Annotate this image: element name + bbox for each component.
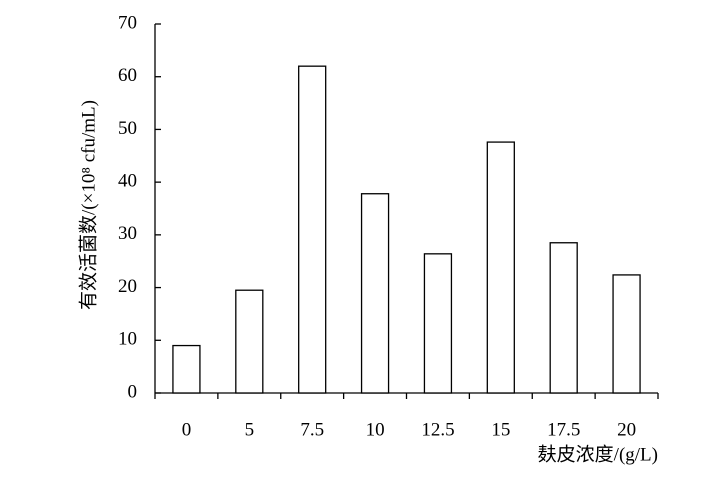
x-tick-label: 20 <box>617 419 636 440</box>
x-tick-label: 7.5 <box>300 419 324 440</box>
bar <box>486 141 515 394</box>
bar <box>298 65 327 394</box>
y-tick-label: 60 <box>118 65 137 86</box>
bar <box>172 344 201 394</box>
x-tick-label: 12.5 <box>421 419 454 440</box>
bar <box>612 274 641 394</box>
x-tick-label: 5 <box>245 419 255 440</box>
y-tick-label: 50 <box>118 118 137 139</box>
x-tick-label: 17.5 <box>547 419 580 440</box>
y-tick-label: 0 <box>128 381 138 402</box>
y-axis-label: 有效活菌数/(×10⁸ cfu/mL) <box>77 100 99 310</box>
bar <box>235 289 264 394</box>
y-tick-label: 70 <box>118 12 137 33</box>
bar <box>360 193 390 394</box>
x-axis-label: 麸皮浓度/(g/L) <box>538 443 658 465</box>
x-tick-label: 15 <box>491 419 510 440</box>
x-tick-label: 0 <box>182 419 192 440</box>
bar <box>423 253 453 394</box>
y-tick-label: 40 <box>118 171 137 192</box>
x-tick-label: 10 <box>366 419 385 440</box>
bar <box>549 242 578 394</box>
y-tick-label: 30 <box>118 223 137 244</box>
y-tick-label: 20 <box>118 276 137 297</box>
y-tick-label: 10 <box>118 329 137 350</box>
